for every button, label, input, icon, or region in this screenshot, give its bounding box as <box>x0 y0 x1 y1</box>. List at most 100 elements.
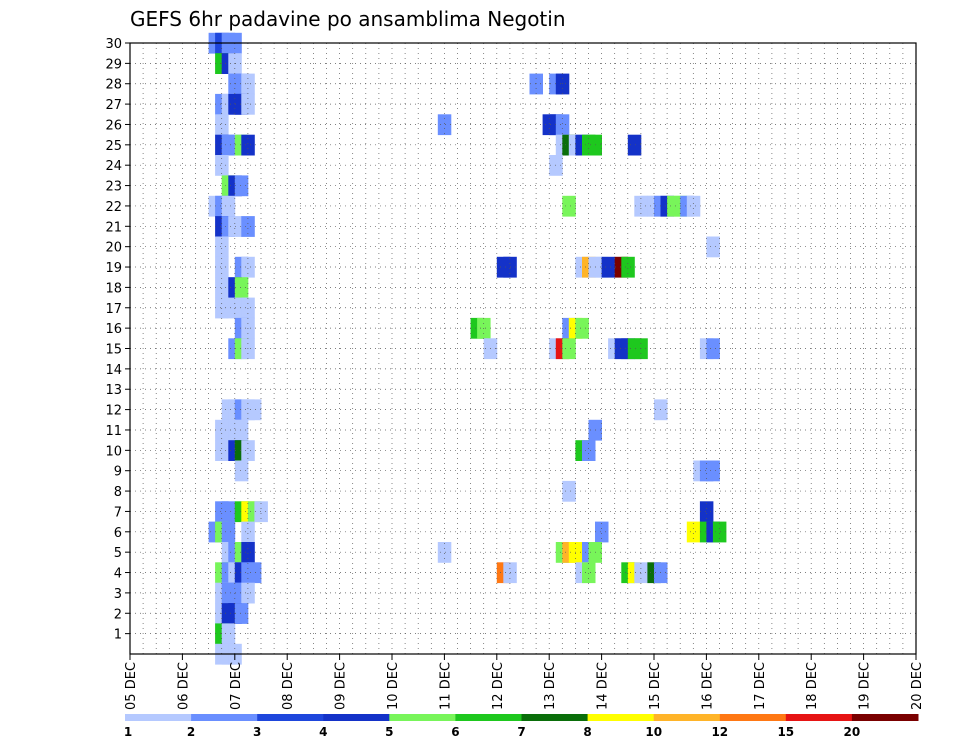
y-tick-label: 13 <box>105 383 122 398</box>
colorbar-swatch <box>653 714 721 721</box>
precip-cell <box>575 317 589 339</box>
x-tick-label: 19 DEC <box>858 662 873 710</box>
precip-cell <box>699 501 714 523</box>
colorbar-label: 1 <box>124 725 132 739</box>
precip-cell <box>215 155 229 176</box>
y-tick-label: 25 <box>105 139 122 154</box>
y-tick-label: 20 <box>105 241 122 256</box>
grid-lines <box>130 43 916 654</box>
precip-cell <box>221 623 236 645</box>
x-tick-label: 05 DEC <box>124 662 139 710</box>
y-tick-label: 2 <box>114 607 122 622</box>
y-tick-label: 27 <box>105 98 122 113</box>
precip-cell <box>562 480 576 502</box>
y-tick-label: 16 <box>105 322 122 337</box>
x-tick-label: 06 DEC <box>176 662 191 710</box>
x-tick-label: 07 DEC <box>229 662 244 710</box>
y-tick-label: 8 <box>114 485 122 500</box>
y-axis: 1234567891011121314151617181920212223242… <box>105 37 130 643</box>
precip-cell <box>241 440 255 461</box>
precip-cell <box>215 236 229 258</box>
colorbar-label: 6 <box>451 725 459 739</box>
x-tick-label: 12 DEC <box>491 662 506 710</box>
colorbar-swatch <box>125 714 192 721</box>
precip-cell <box>601 256 616 278</box>
precip-cell <box>627 134 642 156</box>
chart-title: GEFS 6hr padavine po ansamblima Negotin <box>130 7 566 31</box>
y-tick-label: 24 <box>105 159 122 174</box>
x-tick-label: 11 DEC <box>438 662 453 710</box>
precip-cell <box>621 256 635 278</box>
y-tick-label: 5 <box>114 546 122 561</box>
y-tick-label: 30 <box>105 37 122 52</box>
precip-cell <box>582 440 596 461</box>
colorbar-swatch <box>257 714 324 721</box>
x-tick-label: 13 DEC <box>543 662 558 710</box>
y-tick-label: 3 <box>114 587 122 602</box>
colorbar-swatch <box>389 714 456 721</box>
precip-cell <box>706 460 720 482</box>
x-tick-label: 08 DEC <box>281 662 296 710</box>
x-axis: 05 DEC 06 DEC 07 DEC 08 DEC 09 DEC 10 DEC 11 D… <box>124 654 925 710</box>
precip-cell <box>712 521 727 543</box>
precip-cell <box>437 114 452 136</box>
precip-cell <box>562 338 576 360</box>
x-tick-label: 14 DEC <box>596 662 611 710</box>
precip-cell <box>706 338 720 360</box>
precip-cell <box>234 419 249 441</box>
x-tick-label: 20 DEC <box>910 662 925 710</box>
colorbar-label: 8 <box>583 725 591 739</box>
precip-cell <box>241 134 255 156</box>
y-tick-label: 10 <box>105 444 122 459</box>
precip-cell <box>234 277 249 298</box>
colorbar-swatch <box>521 714 589 721</box>
y-tick-label: 4 <box>114 567 122 582</box>
y-tick-label: 15 <box>105 343 122 358</box>
x-tick-label: 17 DEC <box>753 662 768 710</box>
x-tick-label: 10 DEC <box>386 662 401 710</box>
precip-cell <box>234 175 249 197</box>
y-tick-label: 7 <box>114 505 122 520</box>
y-tick-label: 26 <box>105 118 122 133</box>
precip-cell <box>234 603 249 624</box>
y-tick-label: 1 <box>114 628 122 643</box>
colorbar-label: 3 <box>253 725 261 739</box>
y-tick-label: 11 <box>105 424 122 439</box>
precip-cell <box>562 195 576 217</box>
y-tick-label: 18 <box>105 281 122 296</box>
x-tick-label: 18 DEC <box>805 662 820 710</box>
precip-cell <box>555 114 570 136</box>
precip-cell <box>221 521 236 543</box>
precip-cell <box>215 114 229 136</box>
precip-cell <box>241 216 255 237</box>
precip-cell <box>686 195 701 217</box>
precip-cell <box>234 460 249 482</box>
colorbar-label: 12 <box>711 725 728 739</box>
colorbar-swatch <box>719 714 787 721</box>
colorbar-label: 20 <box>844 725 861 739</box>
precip-cell <box>706 236 720 258</box>
precip-cell <box>247 399 262 421</box>
colorbar-swatch <box>191 714 258 721</box>
y-tick-label: 12 <box>105 404 122 419</box>
colorbar-swatch <box>851 714 919 721</box>
data-cells <box>208 32 727 665</box>
precip-cell <box>437 542 452 563</box>
y-tick-label: 17 <box>105 302 122 317</box>
precip-cell <box>221 195 236 217</box>
colorbar-label: 7 <box>517 725 525 739</box>
precip-cell <box>247 562 262 584</box>
y-tick-label: 22 <box>105 200 122 215</box>
y-tick-label: 14 <box>105 363 122 378</box>
x-tick-label: 15 DEC <box>648 662 663 710</box>
precip-cell <box>254 501 268 523</box>
precip-cell <box>582 562 596 584</box>
precip-cell <box>241 93 255 115</box>
x-tick-label: 16 DEC <box>700 662 715 710</box>
precip-cell <box>686 521 701 543</box>
colorbar-swatch <box>785 714 853 721</box>
y-tick-label: 6 <box>114 526 122 541</box>
colorbar-swatch <box>587 714 655 721</box>
precip-cell <box>241 542 255 563</box>
